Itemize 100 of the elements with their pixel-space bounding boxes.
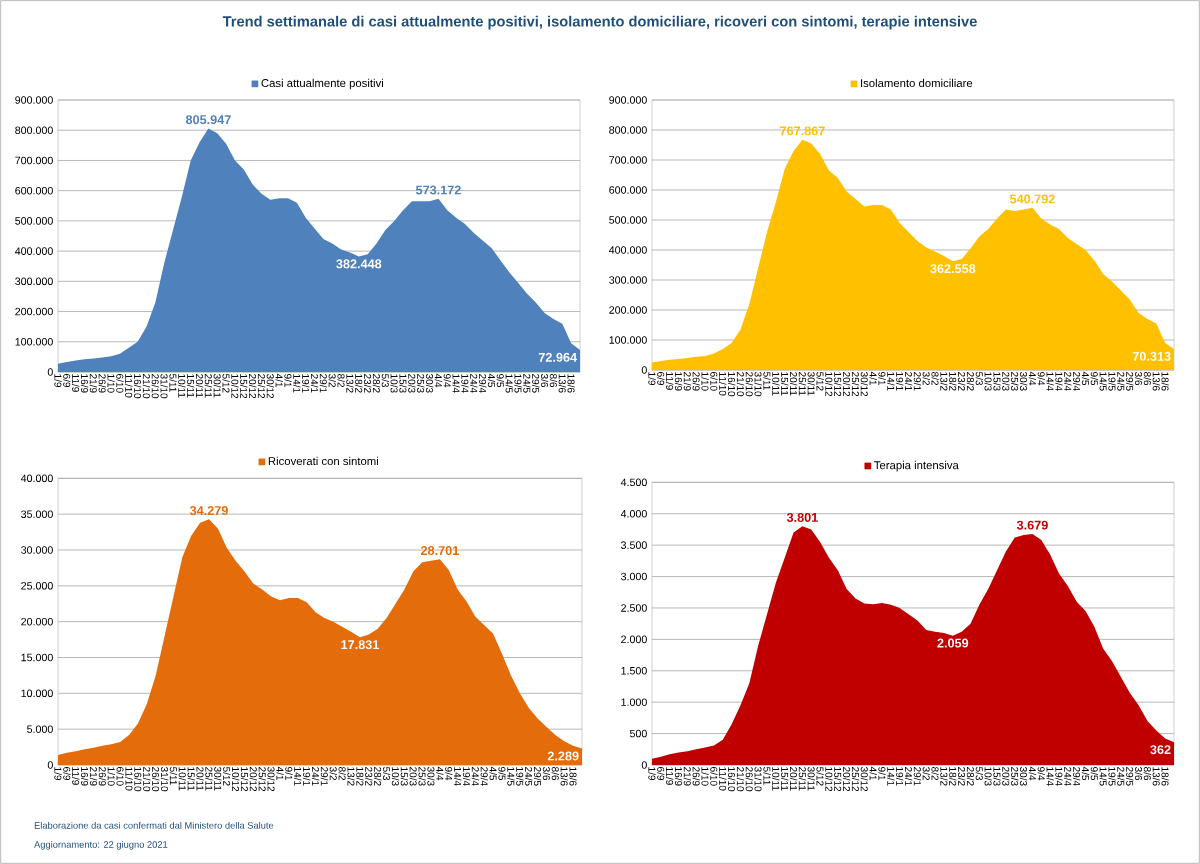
x-tick-label: 14/5 — [1099, 372, 1107, 391]
x-tick-label: 30/11 — [213, 373, 221, 398]
x-tick-label: 24/4 — [1064, 372, 1072, 391]
x-tick-label: 21/10 — [143, 767, 151, 792]
y-tick-label: 800.000 — [609, 126, 647, 134]
x-tick-label: 26/10 — [152, 767, 160, 792]
data-label: 805.947 — [185, 115, 231, 125]
y-tick-label: 3.000 — [621, 572, 647, 581]
x-tick-label: 1/10 — [107, 767, 115, 786]
data-label: 3.679 — [1016, 520, 1048, 530]
data-label: 767.867 — [780, 126, 825, 136]
x-tick-label: 28/2 — [966, 767, 975, 786]
x-tick-label: 13/6 — [1152, 372, 1160, 391]
x-tick-label: 14/1 — [294, 767, 302, 786]
x-tick-label: 5/11 — [763, 371, 771, 390]
x-tick-label: 29/1 — [913, 767, 922, 786]
x-tick-label: 21/10 — [736, 767, 745, 792]
y-tick-label: 0 — [47, 761, 53, 769]
y-tick-label: 900.000 — [15, 96, 53, 104]
y-tick-label: 40.000 — [20, 474, 53, 483]
x-tick-label: 21/10 — [736, 372, 745, 397]
x-tick-label: 19/1 — [303, 767, 311, 786]
data-label: 17.831 — [341, 640, 379, 650]
x-tick-label: 30/11 — [807, 371, 815, 396]
x-tick-label: 1/9 — [648, 767, 656, 781]
y-tick-label: 0 — [47, 368, 53, 376]
x-tick-label: 1/9 — [54, 374, 62, 388]
x-tick-label: 16/10 — [133, 374, 142, 399]
x-tick-label: 24/5 — [1117, 372, 1125, 391]
x-tick-label: 24/4 — [471, 767, 480, 786]
x-tick-label: 30/11 — [807, 766, 815, 791]
x-tick-label: 4/5 — [487, 373, 496, 388]
x-tick-label: 20/12 — [248, 374, 257, 399]
x-tick-label: 21/9 — [89, 767, 98, 786]
x-tick-label: 16/9 — [80, 767, 89, 786]
x-tick-label: 5/12 — [816, 371, 824, 391]
x-tick-label: 30/12 — [267, 766, 275, 792]
y-tick-label: 0 — [641, 761, 647, 769]
data-label: 362.558 — [930, 264, 976, 274]
y-tick-label: 1.000 — [621, 698, 647, 706]
data-label: 34.279 — [189, 506, 228, 516]
x-tick-label: 26/9 — [692, 372, 700, 391]
x-tick-label: 3/2 — [922, 766, 930, 780]
x-tick-label: 3/6 — [1134, 371, 1143, 386]
y-tick-label: 200.000 — [15, 307, 53, 316]
y-tick-label: 700.000 — [15, 156, 53, 165]
x-tick-label: 9/4 — [445, 767, 453, 781]
x-tick-label: 11/9 — [666, 767, 674, 785]
x-tick-label: 1/10 — [107, 374, 115, 393]
x-tick-label: 21/10 — [142, 374, 151, 399]
x-tick-label: 30/3 — [425, 373, 434, 393]
x-tick-label: 9/4 — [1037, 372, 1045, 386]
x-tick-label: 16/9 — [80, 374, 89, 393]
x-tick-label: 28/2 — [966, 372, 975, 391]
x-tick-label: 20/11 — [789, 767, 798, 791]
data-label: 3.801 — [786, 512, 818, 522]
x-tick-label: 18/2 — [356, 767, 364, 786]
y-tick-label: 500.000 — [609, 216, 647, 224]
x-tick-label: 20/11 — [789, 372, 798, 396]
x-tick-label: 31/10 — [160, 766, 169, 792]
x-tick-label: 25/3 — [1011, 372, 1019, 391]
x-tick-label: 11/9 — [72, 374, 80, 392]
x-tick-label: 14/1 — [293, 374, 301, 393]
x-tick-label: 15/3 — [400, 767, 409, 786]
x-tick-label: 19/4 — [1055, 767, 1063, 786]
x-tick-label: 4/4 — [436, 766, 444, 781]
x-tick-label: 9/1 — [878, 372, 886, 386]
x-tick-label: 19/5 — [516, 767, 524, 786]
x-tick-label: 24/1 — [310, 374, 319, 393]
data-label: 573.172 — [415, 185, 461, 195]
x-tick-label: 29/4 — [479, 374, 487, 393]
y-tick-label: 0 — [641, 366, 647, 374]
x-tick-label: 26/10 — [745, 767, 753, 792]
x-tick-label: 20/3 — [409, 767, 417, 786]
x-tick-label: 25/3 — [418, 767, 426, 786]
x-tick-label: 25/12 — [851, 767, 860, 792]
x-tick-label: 10/12 — [825, 372, 833, 397]
x-tick-label: 24/4 — [1064, 767, 1072, 786]
x-tick-label: 29/5 — [532, 374, 540, 393]
x-tick-label: 9/4 — [443, 374, 451, 388]
x-tick-label: 8/2 — [931, 767, 939, 780]
x-tick-label: 19/5 — [514, 374, 522, 393]
y-tick-label: 4.500 — [620, 478, 647, 487]
x-tick-label: 16/10 — [134, 767, 142, 792]
x-tick-label: 25/12 — [851, 372, 860, 397]
x-tick-label: 1/10 — [701, 372, 709, 391]
x-tick-label: 25/12 — [257, 374, 266, 399]
x-tick-label: 20/12 — [249, 767, 258, 792]
y-tick-label: 300.000 — [15, 277, 53, 286]
x-tick-label: 11/9 — [666, 372, 674, 390]
x-tick-label: 24/4 — [470, 374, 478, 393]
x-tick-label: 10/11 — [772, 767, 780, 791]
x-tick-label: 8/6 — [1143, 767, 1152, 781]
x-tick-label: 31/10 — [754, 371, 762, 397]
x-tick-label: 11/10 — [125, 767, 133, 791]
x-tick-label: 21/9 — [683, 372, 692, 391]
x-tick-label: 10/11 — [178, 374, 186, 398]
x-tick-label: 13/6 — [558, 374, 566, 393]
y-tick-label: 35.000 — [21, 510, 53, 518]
x-tick-label: 21/9 — [89, 374, 98, 393]
